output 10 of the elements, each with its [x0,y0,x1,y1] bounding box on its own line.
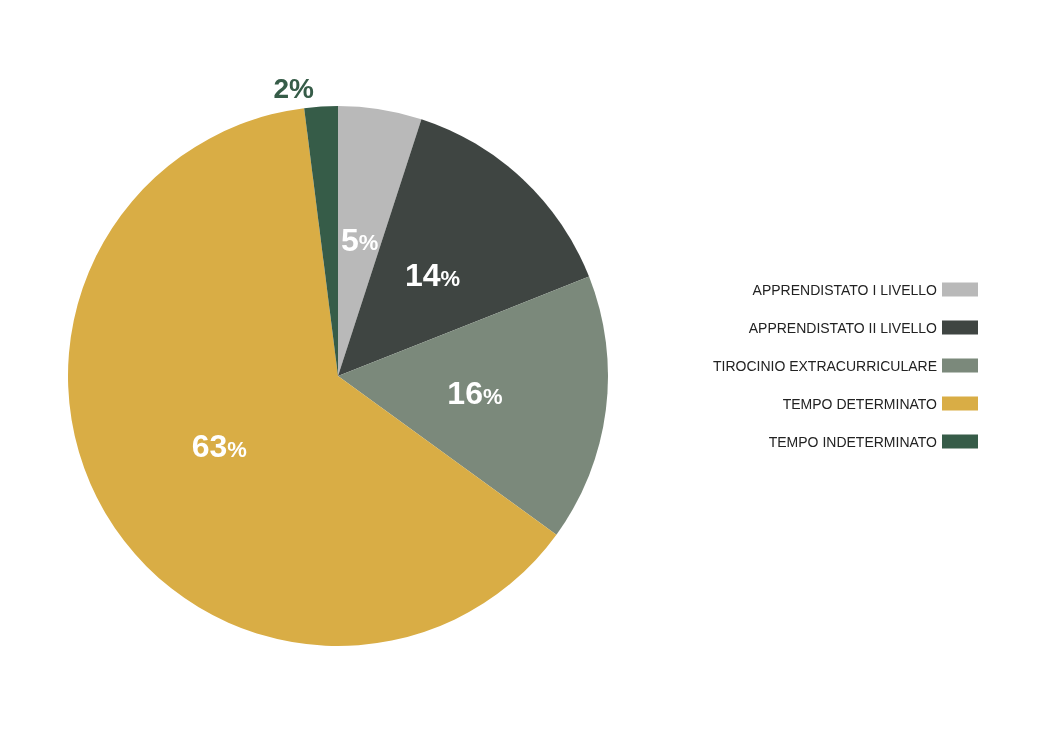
legend-label: TEMPO DETERMINATO [782,395,938,412]
legend-label: TEMPO INDETERMINATO [768,433,938,450]
data-label: 16% [447,375,503,412]
legend-label: APPRENDISTATO II LIVELLO [748,319,938,336]
legend-label: APPRENDISTATO I LIVELLO [752,281,938,298]
data-label: 2% [273,73,315,105]
legend-label: TIROCINIO EXTRACURRICULARE [712,357,937,374]
data-label: 14% [404,257,461,294]
data-label: 5% [340,221,379,258]
data-label: 63% [191,428,247,465]
